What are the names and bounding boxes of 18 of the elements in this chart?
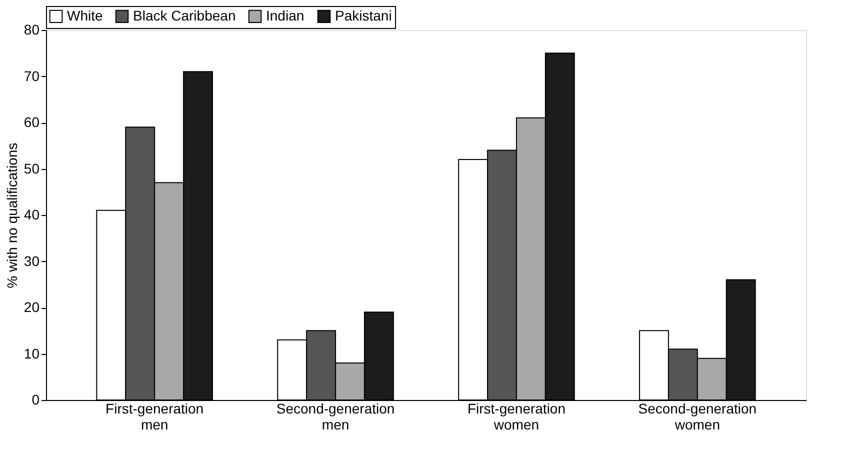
y-tick-label: 50 [24,160,40,176]
y-tick-label: 20 [24,299,40,315]
y-tick-label: 70 [24,68,40,84]
y-tick-label: 80 [24,22,40,38]
x-tick-label: First-generation women [467,400,566,432]
x-tick-label: Second-generation women [638,400,757,432]
x-tick-label: First-generation men [106,400,204,432]
legend-label: Indian [266,7,304,24]
legend-label: Black Caribbean [133,7,236,24]
y-tick-label: 60 [24,114,40,130]
y-tick-label: 30 [24,252,40,269]
legend-label: Pakistani [335,7,392,24]
y-axis-title: % with no qualifications [4,142,20,288]
legend-label: White [67,7,103,24]
y-tick-label: 0 [32,392,40,408]
x-tick-label: Second-generation men [276,400,395,432]
y-tick-label: 10 [24,345,40,362]
y-tick-label: 40 [24,206,40,222]
